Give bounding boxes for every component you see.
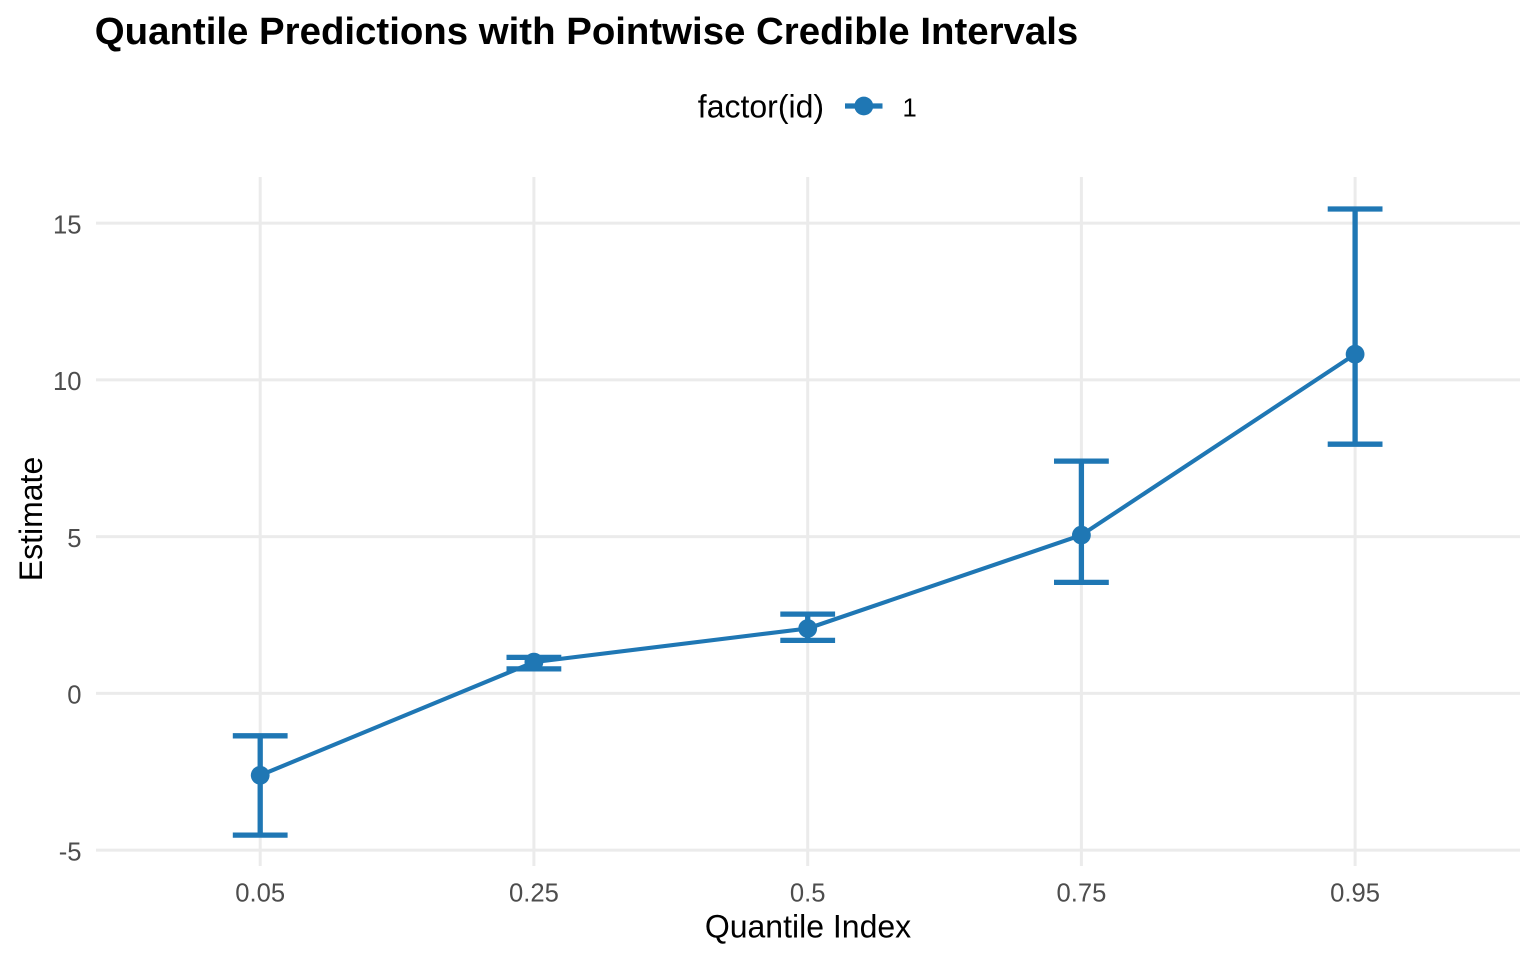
- svg-text:0.05: 0.05: [235, 879, 285, 907]
- svg-text:Quantile Predictions with Poin: Quantile Predictions with Pointwise Cred…: [95, 10, 1078, 53]
- svg-text:factor(id): factor(id): [698, 89, 824, 125]
- svg-text:1: 1: [903, 95, 917, 123]
- svg-text:15: 15: [53, 211, 81, 239]
- svg-text:Quantile Index: Quantile Index: [705, 909, 911, 945]
- svg-text:0.75: 0.75: [1056, 879, 1106, 907]
- svg-text:10: 10: [53, 368, 81, 396]
- svg-text:5: 5: [67, 525, 81, 553]
- svg-text:0.5: 0.5: [790, 879, 826, 907]
- svg-text:Estimate: Estimate: [13, 457, 49, 581]
- svg-text:0.25: 0.25: [509, 879, 559, 907]
- svg-text:0.95: 0.95: [1330, 879, 1380, 907]
- svg-text:0: 0: [67, 682, 81, 710]
- svg-text:-5: -5: [59, 838, 82, 866]
